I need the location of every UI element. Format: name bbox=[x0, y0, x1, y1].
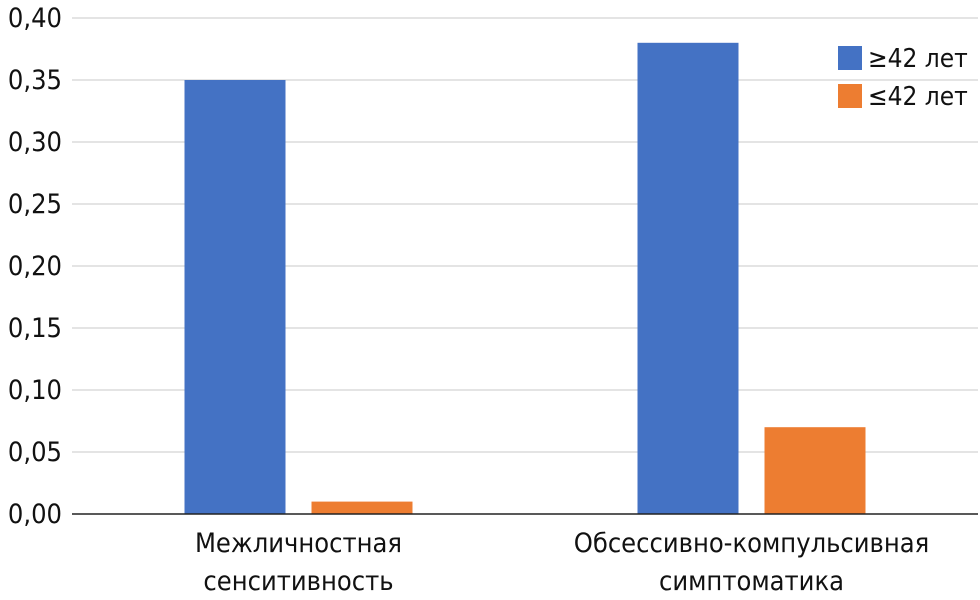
x-axis-categories: Межличностная сенситивность Обсессивно-ком… bbox=[195, 528, 929, 597]
y-tick-label: 0,35 bbox=[8, 65, 62, 96]
x-category-label: Обсессивно-компульсивная bbox=[574, 528, 930, 559]
y-tick-label: 0,25 bbox=[8, 189, 62, 220]
bar-series-le42-cat-1 bbox=[764, 427, 866, 514]
bar-series-le42-cat-0 bbox=[311, 501, 413, 514]
y-tick-label: 0,00 bbox=[8, 499, 62, 530]
y-tick-label: 0,40 bbox=[8, 3, 62, 34]
legend-label: ≥42 лет bbox=[868, 44, 968, 74]
legend-swatch bbox=[838, 46, 862, 70]
bar-series-ge42-cat-1 bbox=[637, 42, 739, 515]
y-tick-label: 0,30 bbox=[8, 127, 62, 158]
y-tick-label: 0,15 bbox=[8, 313, 62, 344]
legend-swatch bbox=[838, 84, 862, 108]
legend-label: ≤42 лет bbox=[868, 82, 968, 112]
y-axis-ticks: 0,00 0,05 0,10 0,15 0,20 0,25 0,30 0,35 0,40 bbox=[8, 3, 62, 530]
y-tick-label: 0,10 bbox=[8, 375, 62, 406]
y-tick-label: 0,05 bbox=[8, 437, 62, 468]
x-category-label: Межличностная bbox=[195, 528, 402, 559]
legend: ≥42 лет ≤42 лет bbox=[838, 44, 968, 112]
x-category-label: симптоматика bbox=[659, 566, 844, 597]
bar-series-ge42-cat-0 bbox=[184, 80, 286, 514]
bars bbox=[184, 42, 866, 515]
y-tick-label: 0,20 bbox=[8, 251, 62, 282]
x-category-label: сенситивность bbox=[203, 566, 393, 597]
